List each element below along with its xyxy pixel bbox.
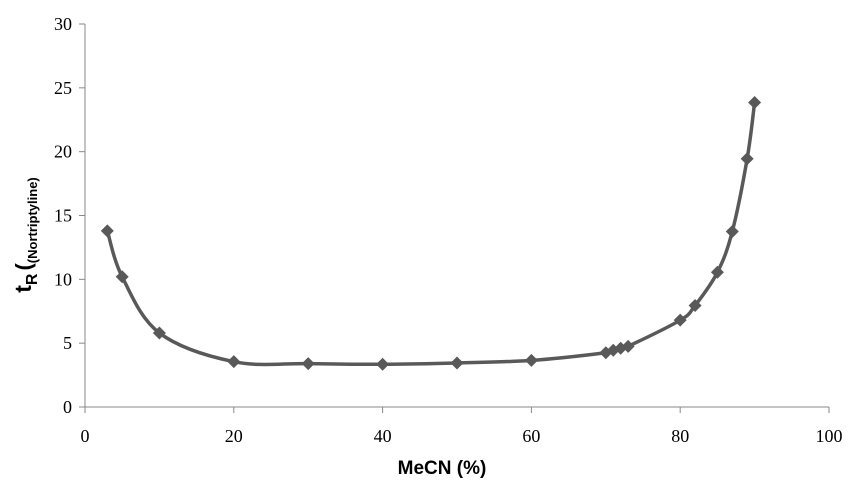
y-axis-label-paren: ( — [11, 263, 36, 271]
data-point-marker — [227, 355, 241, 369]
x-ticks: 0 20 40 60 80 100 — [81, 407, 843, 446]
x-tick-label: 60 — [522, 426, 540, 446]
data-point-marker — [740, 152, 754, 166]
y-axis-label-compound: (Nortriptyline) — [25, 177, 40, 263]
y-tick-label: 0 — [63, 397, 72, 417]
data-point-marker — [115, 270, 129, 284]
series-line — [105, 100, 757, 367]
y-axis-label-subscript: R — [24, 273, 41, 285]
data-point-marker — [301, 357, 315, 371]
x-tick-label: 20 — [225, 426, 243, 446]
x-tick-label: 0 — [81, 426, 90, 446]
data-point-marker — [450, 356, 464, 370]
y-tick-label: 15 — [54, 206, 72, 226]
axes: 0 5 10 15 20 25 30 0 20 40 60 80 100 — [54, 14, 843, 446]
series-group — [100, 96, 762, 371]
y-tick-label: 25 — [54, 78, 72, 98]
y-tick-label: 10 — [54, 269, 72, 289]
data-point-marker — [376, 357, 390, 371]
data-point-marker — [621, 339, 635, 353]
data-point-marker — [725, 224, 739, 238]
x-tick-label: 80 — [671, 426, 689, 446]
y-tick-label: 5 — [63, 333, 72, 353]
y-axis-label-main: t — [10, 285, 36, 293]
data-markers — [100, 96, 762, 371]
data-point-marker — [673, 313, 687, 327]
data-point-marker — [100, 224, 114, 238]
y-tick-label: 20 — [54, 142, 72, 162]
data-point-marker — [710, 265, 724, 279]
data-point-marker — [688, 299, 702, 313]
data-point-marker — [524, 353, 538, 367]
data-point-marker — [152, 326, 166, 340]
y-tick-label: 30 — [54, 14, 72, 34]
x-tick-label: 40 — [374, 426, 392, 446]
y-ticks: 0 5 10 15 20 25 30 — [54, 14, 85, 417]
data-point-marker — [748, 96, 762, 110]
x-tick-label: 100 — [816, 426, 843, 446]
y-axis-label: tR ((Nortriptyline) — [10, 177, 41, 293]
x-axis-label: MeCN (%) — [398, 458, 487, 479]
